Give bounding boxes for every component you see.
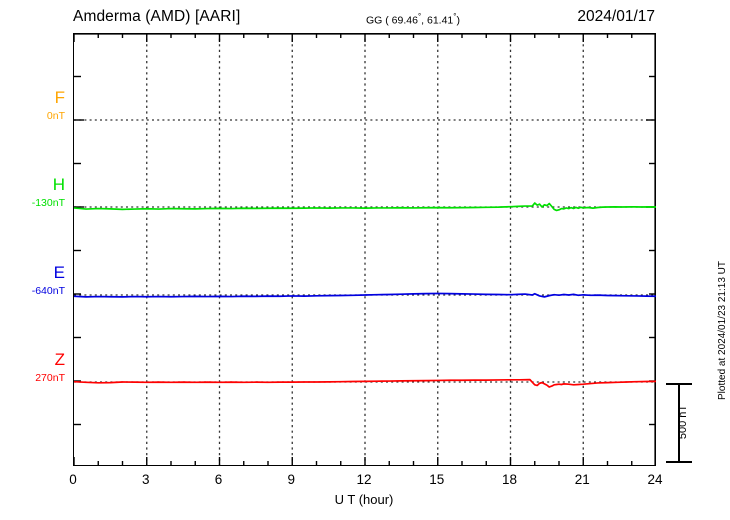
scalebar-line [678, 383, 680, 462]
component-baseline-f: 0nT [46, 110, 65, 122]
x-tick-label-9: 9 [287, 472, 296, 487]
geographic-coordinates: GG ( 69.46°, 61.41°) [366, 12, 460, 27]
grid-layer [74, 33, 656, 466]
trace-z [74, 378, 656, 388]
x-tick-label-21: 21 [574, 472, 590, 487]
plot-date: 2024/01/17 [577, 8, 655, 25]
geo-suffix: ) [456, 14, 460, 27]
degree-symbol-lat: ° [417, 12, 422, 21]
scalebar-bottom-cap [666, 461, 692, 463]
x-tick-label-3: 3 [141, 472, 150, 487]
geo-prefix: GG ( 69.46 [366, 14, 418, 27]
x-axis-title: U T (hour) [334, 492, 394, 507]
component-baseline-e: -640nT [31, 285, 65, 297]
component-letter-f: F [54, 88, 65, 107]
geo-mid: , 61.41 [421, 14, 454, 27]
x-tick-label-6: 6 [214, 472, 223, 487]
trace-layer [74, 202, 656, 388]
x-tick-label-24: 24 [647, 472, 663, 487]
station-title: Amderma (AMD) [AARI] [73, 8, 241, 25]
degree-symbol-lon: ° [453, 12, 457, 21]
trace-e [74, 292, 656, 298]
component-baseline-h: -130nT [31, 197, 65, 209]
component-letter-e: E [53, 263, 65, 282]
scalebar-label: 500 nT [677, 404, 689, 440]
x-tick-label-18: 18 [501, 472, 518, 487]
component-letter-z: Z [54, 350, 65, 369]
plotted-at-timestamp: Plotted at 2024/01/23 21:13 UT [717, 261, 728, 400]
component-baseline-z: 270nT [35, 372, 65, 384]
x-tick-label-12: 12 [356, 472, 372, 487]
component-letter-h: H [52, 175, 65, 194]
trace-h [74, 202, 656, 212]
x-tick-label-15: 15 [429, 472, 445, 487]
plot-frame [73, 33, 656, 466]
x-tick-label-0: 0 [69, 472, 77, 487]
